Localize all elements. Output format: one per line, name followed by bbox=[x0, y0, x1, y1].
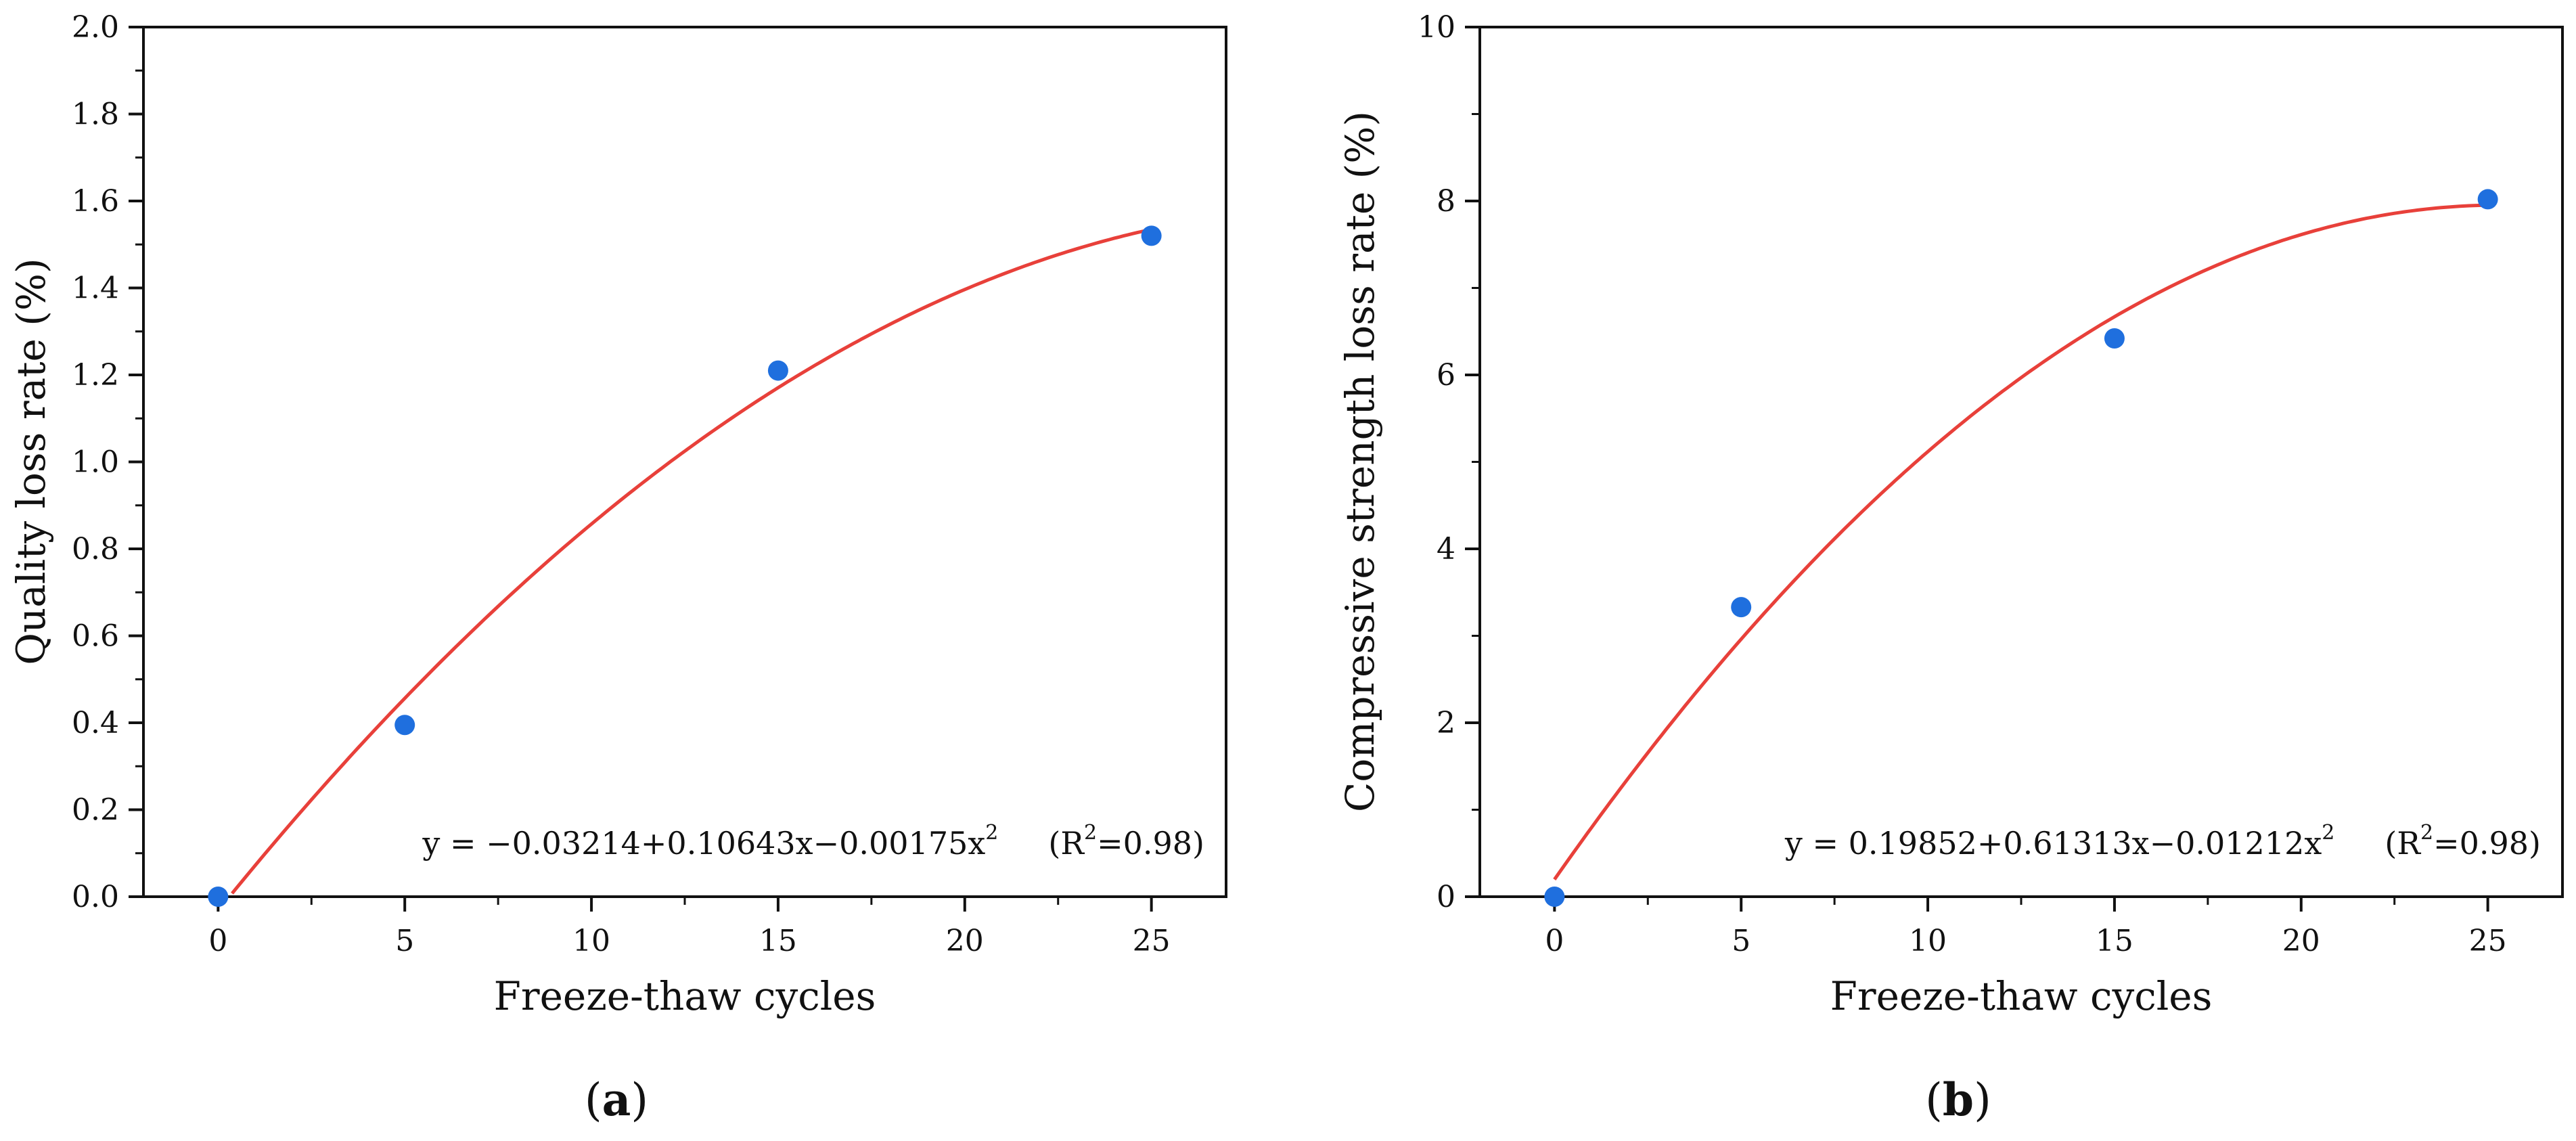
panel-label: (a) bbox=[585, 1073, 648, 1126]
x-tick-label: 15 bbox=[2096, 924, 2133, 958]
x-tick-label: 25 bbox=[2469, 924, 2507, 958]
y-tick-label: 0.6 bbox=[72, 619, 119, 654]
data-point bbox=[1141, 225, 1162, 246]
y-tick-label: 4 bbox=[1437, 532, 1455, 566]
y-tick-label: 1.4 bbox=[72, 271, 119, 306]
y-tick-label: 0.4 bbox=[72, 706, 119, 740]
axis-ticks: 0 5 10 15 20 25 0.0 0.2 0.4 0.6 0.8 1.0 1.2 1.4 1.6 1.8… bbox=[72, 10, 1171, 958]
x-axis-title: Freeze-thaw cycles bbox=[494, 973, 876, 1019]
fit-equation: y = 0.19852+0.61313x−0.01212x2 (R2=0.98) bbox=[1784, 821, 2541, 862]
y-tick-label: 1.0 bbox=[72, 445, 119, 480]
fit-equation: y = −0.03214+0.10643x−0.00175x2 (R2=0.98) bbox=[422, 821, 1204, 862]
fit-curve bbox=[1553, 203, 2488, 880]
x-tick-label: 25 bbox=[1133, 924, 1171, 958]
r2-open: (R bbox=[2385, 825, 2421, 862]
x-tick-label: 20 bbox=[2282, 924, 2320, 958]
x-tick-label: 10 bbox=[1909, 924, 1947, 958]
x-tick-label: 5 bbox=[1732, 924, 1750, 958]
y-tick-label: 2.0 bbox=[72, 10, 119, 45]
fit-curve-layer bbox=[231, 227, 1152, 895]
axis-ticks: 0 5 10 15 20 25 0 2 4 6 8 10 bbox=[1418, 10, 2507, 958]
y-tick-label: 1.8 bbox=[72, 97, 119, 132]
r2-exponent: 2 bbox=[1084, 821, 1097, 845]
y-axis-title: Compressive strength loss rate (%) bbox=[1337, 111, 1383, 812]
x-tick-label: 10 bbox=[572, 924, 610, 958]
y-tick-label: 0 bbox=[1437, 880, 1455, 914]
fit-curve-layer bbox=[1553, 203, 2488, 880]
chart-panel-b: 0 5 10 15 20 25 0 2 4 6 8 10 Freeze-thaw cycles Com… bbox=[1337, 10, 2564, 1126]
equation-body: y = −0.03214+0.10643x−0.00175x bbox=[422, 825, 985, 862]
chart-panel-a: 0 5 10 15 20 25 0.0 0.2 0.4 0.6 0.8 1.0 1.2 1.4 1.6 1.8… bbox=[8, 10, 1227, 1126]
x-tick-label: 0 bbox=[1545, 924, 1564, 958]
y-tick-label: 0.8 bbox=[72, 532, 119, 566]
panel-letter: a bbox=[602, 1073, 631, 1126]
equation-exponent: 2 bbox=[2322, 821, 2334, 845]
y-tick-label: 1.2 bbox=[72, 358, 119, 393]
data-points-layer bbox=[208, 225, 1162, 907]
plot-frame bbox=[142, 26, 1227, 898]
fit-curve bbox=[231, 227, 1152, 895]
r2-open: (R bbox=[1048, 825, 1085, 862]
y-tick-label: 2 bbox=[1437, 706, 1455, 740]
r2-close: =0.98) bbox=[1097, 825, 1204, 862]
data-points-layer bbox=[1544, 189, 2498, 907]
x-tick-label: 0 bbox=[208, 924, 227, 958]
x-tick-label: 15 bbox=[759, 924, 797, 958]
x-axis-title: Freeze-thaw cycles bbox=[1830, 973, 2213, 1019]
data-point bbox=[1544, 887, 1565, 907]
data-point bbox=[394, 715, 415, 736]
data-point bbox=[208, 887, 229, 907]
y-tick-label: 6 bbox=[1437, 358, 1455, 393]
y-tick-label: 8 bbox=[1437, 184, 1455, 219]
data-point bbox=[2104, 328, 2125, 349]
equation-exponent: 2 bbox=[985, 821, 998, 845]
panel-letter: b bbox=[1943, 1073, 1974, 1126]
x-tick-label: 5 bbox=[395, 924, 414, 958]
r2-close: =0.98) bbox=[2433, 825, 2541, 862]
y-axis-title: Quality loss rate (%) bbox=[8, 258, 54, 665]
panel-label: (b) bbox=[1925, 1073, 1991, 1126]
y-tick-label: 0.0 bbox=[72, 880, 119, 914]
data-point bbox=[1731, 597, 1752, 618]
plot-frame bbox=[1478, 26, 2564, 898]
x-tick-label: 20 bbox=[946, 924, 984, 958]
y-tick-label: 0.2 bbox=[72, 793, 119, 828]
data-point bbox=[2477, 189, 2498, 210]
y-tick-label: 1.6 bbox=[72, 184, 119, 219]
equation-body: y = 0.19852+0.61313x−0.01212x bbox=[1784, 825, 2322, 862]
data-point bbox=[767, 360, 788, 381]
y-tick-label: 10 bbox=[1418, 10, 1455, 45]
r2-exponent: 2 bbox=[2420, 821, 2433, 845]
